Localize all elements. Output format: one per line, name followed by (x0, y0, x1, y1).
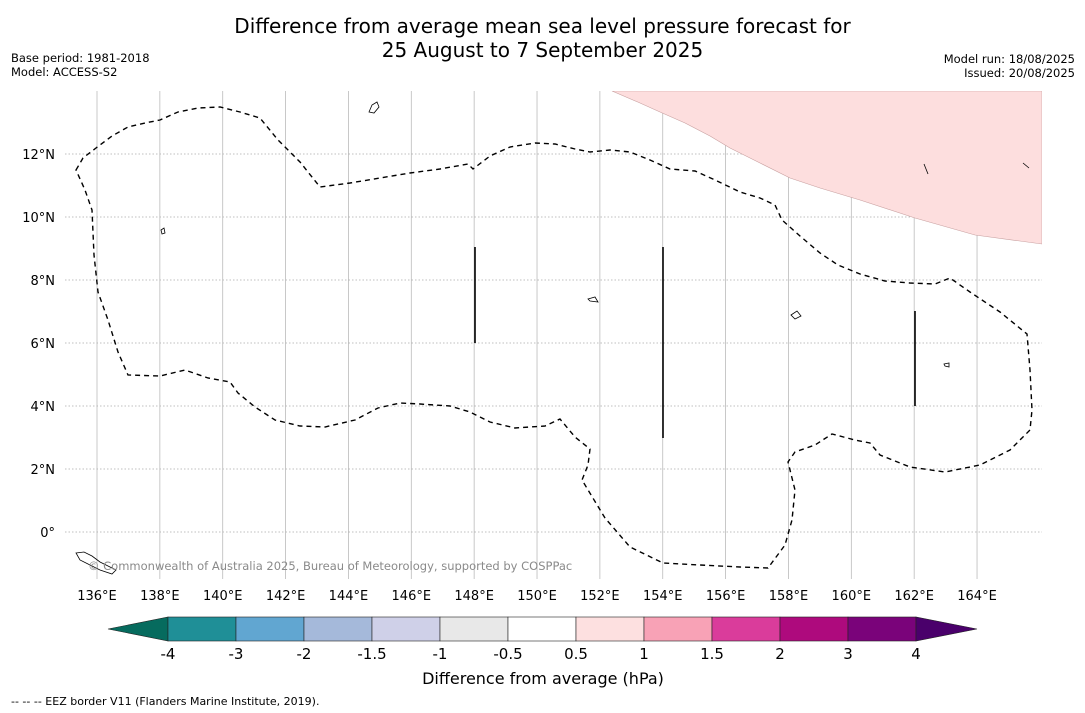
issued-text: Issued: 20/08/2025 (964, 66, 1075, 80)
title-line-1: Difference from average mean sea level p… (234, 14, 851, 38)
copyright-text: © Commonwealth of Australia 2025, Bureau… (88, 559, 572, 573)
colorbar-swatch-7 (643, 616, 713, 642)
colorbar-tick-9: 2 (775, 645, 785, 663)
island-guam (368, 101, 380, 114)
lon-label-156: 156°E (706, 589, 746, 604)
base-period-text: Base period: 1981-2018 (11, 51, 150, 65)
colorbar-swatch-1 (235, 616, 305, 642)
colorbar-tick-7: 1 (639, 645, 649, 663)
colorbar-swatch-10 (847, 616, 917, 642)
lon-label-136: 136°E (77, 589, 117, 604)
eez-segments (474, 247, 916, 438)
island-kosrae (943, 362, 950, 368)
lon-label-138: 138°E (140, 589, 180, 604)
colorbar-tick-0: -4 (161, 645, 176, 663)
chart-title: Difference from average mean sea level p… (0, 14, 1085, 62)
meta-right: Model run: 18/08/2025 Issued: 20/08/2025 (944, 52, 1075, 80)
colorbar-tick-6: 0.5 (564, 645, 588, 663)
colorbar-swatch-5 (507, 616, 577, 642)
lon-label-150: 150°E (517, 589, 557, 604)
land-islands (75, 101, 1030, 575)
colorbar-tick-1: -3 (229, 645, 244, 663)
colorbar-swatch-9 (779, 616, 849, 642)
coast-new-guinea (75, 551, 117, 575)
colorbar-swatch-6 (575, 616, 645, 642)
lat-label-6: 6°N (31, 337, 56, 352)
island-pohnpei (790, 310, 802, 320)
colorbar-tick-8: 1.5 (700, 645, 724, 663)
colorbar-swatch-2 (303, 616, 373, 642)
lon-label-158: 158°E (769, 589, 809, 604)
longitude-labels: 136°E 138°E 140°E 142°E 144°E 146°E 148°E 150°E… (77, 589, 997, 604)
lat-label-10: 10°N (22, 211, 55, 226)
meta-left: Base period: 1981-2018 Model: ACCESS-S2 (11, 51, 150, 79)
lat-label-8: 8°N (31, 274, 56, 289)
colorbar-over-arrow (915, 616, 978, 642)
island-yap (160, 227, 166, 235)
colorbar-swatch-4 (439, 616, 509, 642)
colorbar-title: Difference from average (hPa) (422, 669, 664, 688)
lon-label-154: 154°E (643, 589, 683, 604)
colorbar-tick-5: -0.5 (493, 645, 522, 663)
shaded-region (611, 91, 1042, 245)
colorbar-tick-2: -2 (297, 645, 312, 663)
colorbar-swatch-0 (167, 616, 237, 642)
colorbar-tick-10: 3 (843, 645, 853, 663)
colorbar-under-arrow (107, 616, 169, 642)
island-chuuk (587, 296, 599, 303)
colorbar-tick-3: -1.5 (357, 645, 386, 663)
lon-label-164: 164°E (957, 589, 997, 604)
lon-label-162: 162°E (894, 589, 934, 604)
colorbar: -4 -3 -2 -1.5 -1 -0.5 0.5 1 1.5 2 3 4 (107, 616, 978, 663)
colorbar-swatch-3 (371, 616, 441, 642)
lon-label-146: 146°E (392, 589, 432, 604)
lon-label-152: 152°E (580, 589, 620, 604)
island-atoll-b (923, 163, 929, 175)
colorbar-swatch-8 (711, 616, 781, 642)
lat-label-2: 2°N (31, 463, 56, 478)
model-run-text: Model run: 18/08/2025 (943, 52, 1075, 66)
lon-label-142: 142°E (266, 589, 306, 604)
latitude-labels: 0° 2°N 4°N 6°N 8°N 10°N 12°N (22, 148, 55, 541)
colorbar-tick-11: 4 (911, 645, 921, 663)
lon-label-144: 144°E (329, 589, 369, 604)
title-line-2: 25 August to 7 September 2025 (381, 38, 704, 62)
footnote: -- -- -- EEZ border V11 (Flanders Marine… (11, 695, 320, 708)
lon-label-148: 148°E (454, 589, 494, 604)
model-text: Model: ACCESS-S2 (11, 65, 118, 79)
lat-label-4: 4°N (31, 400, 56, 415)
eez-border (75, 106, 1033, 569)
lon-label-160: 160°E (832, 589, 872, 604)
lat-label-12: 12°N (22, 148, 55, 163)
lon-label-140: 140°E (203, 589, 243, 604)
lat-label-0: 0° (40, 526, 55, 541)
island-atoll-a (1022, 162, 1030, 169)
colorbar-tick-4: -1 (433, 645, 448, 663)
